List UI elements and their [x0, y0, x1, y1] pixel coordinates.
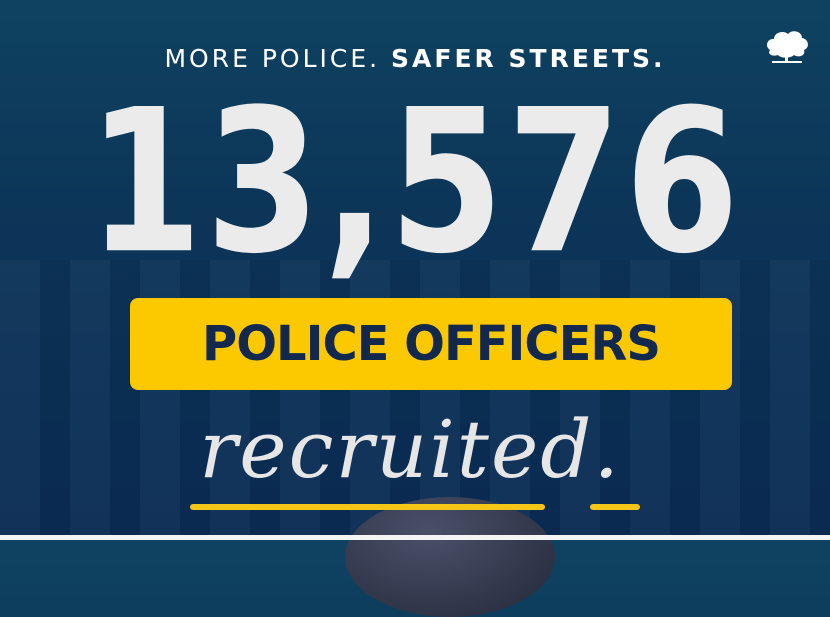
oak-tree-icon	[767, 31, 808, 63]
police-officers-banner: POLICE OFFICERS	[130, 298, 732, 390]
recruited-script: recruited.	[199, 403, 621, 496]
bottom-border	[0, 535, 830, 540]
police-helmet-image	[345, 497, 555, 617]
headline-number: 13,576	[87, 66, 743, 298]
tagline-part1: MORE POLICE.	[164, 44, 381, 73]
tagline: MORE POLICE. SAFER STREETS.	[0, 44, 830, 74]
underline	[190, 504, 545, 510]
tagline-part2: SAFER STREETS.	[391, 44, 666, 73]
underline-short	[590, 504, 640, 510]
banner-label: POLICE OFFICERS	[202, 316, 661, 372]
